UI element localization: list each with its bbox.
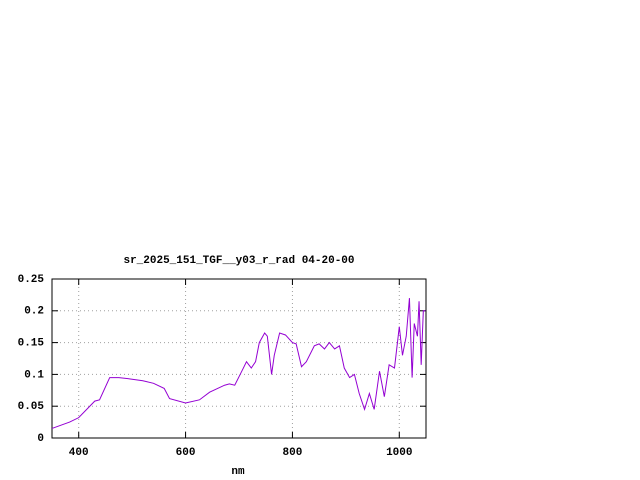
x-tick-label: 1000	[386, 447, 412, 459]
x-axis-label: nm	[231, 466, 245, 478]
y-tick-label: 0.15	[18, 338, 45, 350]
y-tick-label: 0.25	[18, 274, 45, 286]
x-tick-label: 800	[283, 447, 303, 459]
y-tick-label: 0.1	[24, 369, 44, 381]
chart-title: sr_2025_151_TGF__y03_r_rad 04-20-00	[123, 255, 354, 267]
y-tick-label: 0.05	[18, 401, 45, 413]
y-tick-label: 0.2	[24, 306, 44, 318]
x-tick-label: 600	[176, 447, 196, 459]
data-line	[51, 298, 426, 429]
y-tick-label: 0	[37, 433, 44, 445]
x-tick-label: 400	[69, 447, 89, 459]
plot-border	[51, 278, 427, 439]
